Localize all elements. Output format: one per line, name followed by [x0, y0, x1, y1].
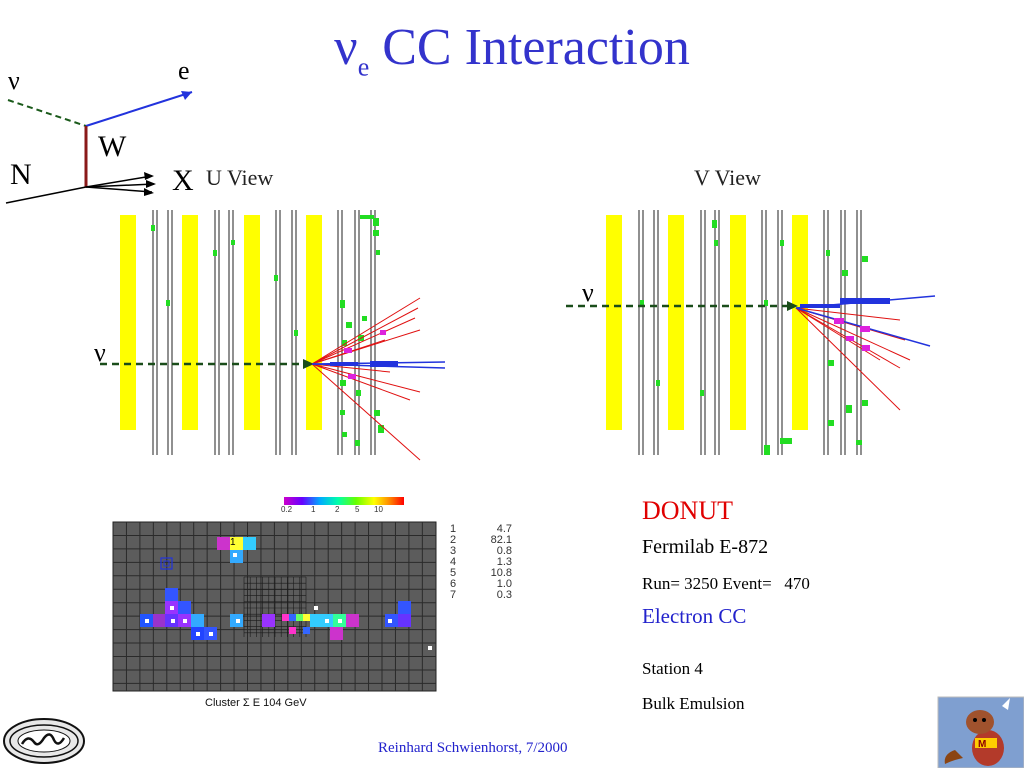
v-view-nu-label: ν	[582, 278, 594, 307]
table-row: 4 1.3	[450, 556, 512, 568]
scale-label-2: 2	[335, 505, 340, 514]
u-view-tracks	[311, 297, 421, 461]
station: Station 4	[642, 659, 703, 678]
scale-label-4: 10	[374, 505, 383, 514]
calorimeter-cell-label: 1	[230, 537, 236, 548]
scale-label-1: 1	[311, 505, 316, 514]
svg-text:M: M	[978, 739, 986, 750]
u-view-planes	[152, 210, 376, 455]
v-view-planes	[638, 210, 862, 455]
u-view-label: U View	[206, 165, 274, 190]
scale-label-3: 5	[355, 505, 360, 514]
cluster-energy-table: 1 4.7 2 82.1 3 0.8 4 1.3 5 10.8 6 1.0 7 0.3	[450, 524, 512, 601]
feynman-n-label: N	[10, 158, 32, 191]
u-view-nu-label: ν	[94, 338, 106, 367]
table-row: 7 0.3	[450, 589, 512, 601]
table-row: 5 10.8	[450, 567, 512, 579]
v-view-label: V View	[694, 165, 761, 190]
experiment-name: DONUT	[642, 496, 733, 525]
table-row: 2 82.1	[450, 534, 512, 546]
page-title: νe CC Interaction	[334, 19, 690, 82]
feynman-x-label: X	[172, 164, 194, 197]
run-event: Run= 3250 Event= 470	[642, 574, 810, 593]
v-view-hits	[640, 220, 868, 455]
v-view-absorbers	[606, 215, 808, 430]
table-row: 3 0.8	[450, 545, 512, 557]
feynman-w-label: W	[98, 130, 127, 163]
feynman-e-label: e	[178, 56, 190, 85]
table-row: 6 1.0	[450, 578, 512, 590]
footer-author: Reinhard Schwienhorst, 7/2000	[378, 740, 568, 756]
table-row: 1 4.7	[450, 523, 512, 535]
scale-label-0: 0.2	[281, 505, 293, 514]
u-view-absorbers	[120, 215, 322, 430]
event-type: Electron CC	[642, 604, 747, 628]
cluster-caption: Cluster Σ E 104 GeV	[205, 697, 307, 709]
emulsion-type: Bulk Emulsion	[642, 694, 745, 713]
lab-name: Fermilab E-872	[642, 536, 769, 558]
feynman-nu-label: ν	[8, 66, 20, 95]
